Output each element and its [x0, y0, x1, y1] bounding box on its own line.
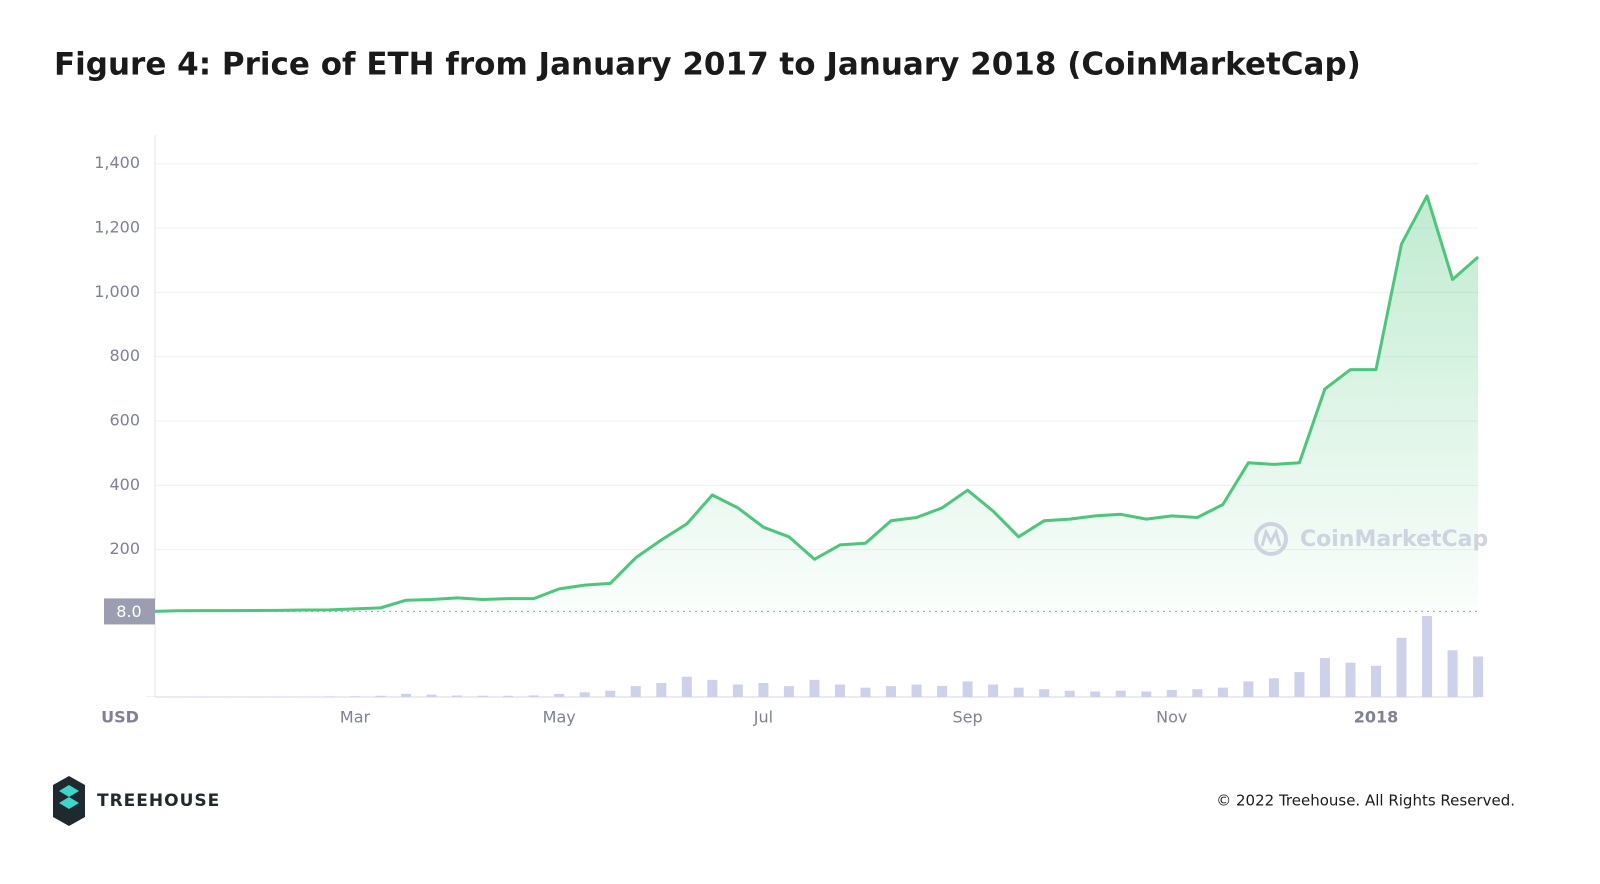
brand-name: TREEHOUSE	[97, 791, 220, 811]
volume-bar	[860, 687, 871, 697]
volume-bar	[1447, 650, 1458, 697]
x-tick-label: Jul	[753, 708, 773, 727]
volume-bar	[477, 695, 488, 697]
price-line	[154, 194, 1480, 613]
volume-bar	[962, 681, 973, 697]
volume-bar	[630, 686, 641, 697]
volume-bar	[1243, 681, 1254, 697]
volume-bar	[350, 696, 360, 697]
volume-bar	[375, 695, 386, 697]
x-tick-label: Sep	[953, 708, 983, 727]
x-tick-label: Mar	[340, 708, 371, 727]
price-marker-label: 8.0	[116, 602, 141, 621]
volume-bar	[707, 679, 718, 697]
y-tick-label: 600	[109, 411, 140, 430]
price-area	[155, 195, 1479, 614]
price-marker-box	[104, 598, 155, 625]
volume-bar	[1217, 687, 1228, 697]
x-tick-label: Nov	[1156, 708, 1187, 727]
volume-bar	[1268, 678, 1279, 697]
volume-bar	[911, 684, 922, 697]
volume-bar	[886, 686, 897, 697]
volume-bar	[605, 690, 616, 697]
volume-bar	[579, 692, 590, 697]
volume-bar	[554, 693, 565, 697]
volume-bar	[656, 682, 667, 697]
y-tick-label: 1,000	[94, 282, 140, 301]
volume-bar	[1039, 689, 1050, 697]
volume-bar	[783, 686, 794, 697]
y-tick-label: 200	[109, 539, 140, 558]
volume-bar	[1064, 690, 1075, 697]
watermark-logo	[1254, 522, 1288, 556]
plot: 200 400 600 800 1,000 1,200 1,400 Mar May Jul Sep N…	[94, 153, 1484, 727]
volume-bar	[809, 679, 820, 697]
volume-bar	[988, 684, 999, 697]
volume-bar	[1345, 662, 1356, 697]
y-tick-label: 400	[109, 475, 140, 494]
volume-bar	[324, 696, 335, 697]
volume-bar	[401, 693, 412, 697]
y-tick-label: 800	[109, 346, 140, 365]
volume-bar	[1141, 691, 1152, 697]
y-tick-label: 1,200	[94, 218, 140, 237]
volume-bar	[426, 694, 437, 697]
y-tick-label: 1,400	[94, 153, 140, 172]
y-axis-label: USD	[101, 708, 139, 727]
volume-bar	[503, 695, 514, 697]
volume-bar	[834, 684, 845, 697]
volume-bar	[1422, 616, 1433, 697]
x-tick-label: May	[543, 708, 576, 727]
volume-bar	[452, 695, 463, 697]
volume-bar	[1371, 665, 1381, 697]
volume-bar	[1319, 658, 1330, 697]
chart-title: Figure 4: Price of ETH from January 2017…	[54, 47, 1361, 83]
volume-bar	[1294, 672, 1305, 697]
volume-bar	[681, 676, 692, 697]
volume-bar	[1396, 637, 1407, 697]
volume-bar	[528, 695, 539, 697]
copyright: © 2022 Treehouse. All Rights Reserved.	[1216, 792, 1515, 810]
volume-bar	[937, 686, 948, 697]
volume-bar	[732, 684, 743, 697]
volume-bar	[1090, 691, 1101, 697]
x-tick-label: 2018	[1354, 708, 1399, 727]
volume-bar	[1473, 656, 1484, 697]
volume-bar	[1166, 689, 1177, 697]
watermark: CoinMarketCap	[1300, 527, 1488, 552]
volume-bar	[1013, 687, 1024, 697]
brand-logo	[53, 776, 85, 826]
volume-bar	[1192, 689, 1203, 697]
volume-bar	[758, 682, 769, 697]
volume-bar	[1115, 690, 1126, 697]
